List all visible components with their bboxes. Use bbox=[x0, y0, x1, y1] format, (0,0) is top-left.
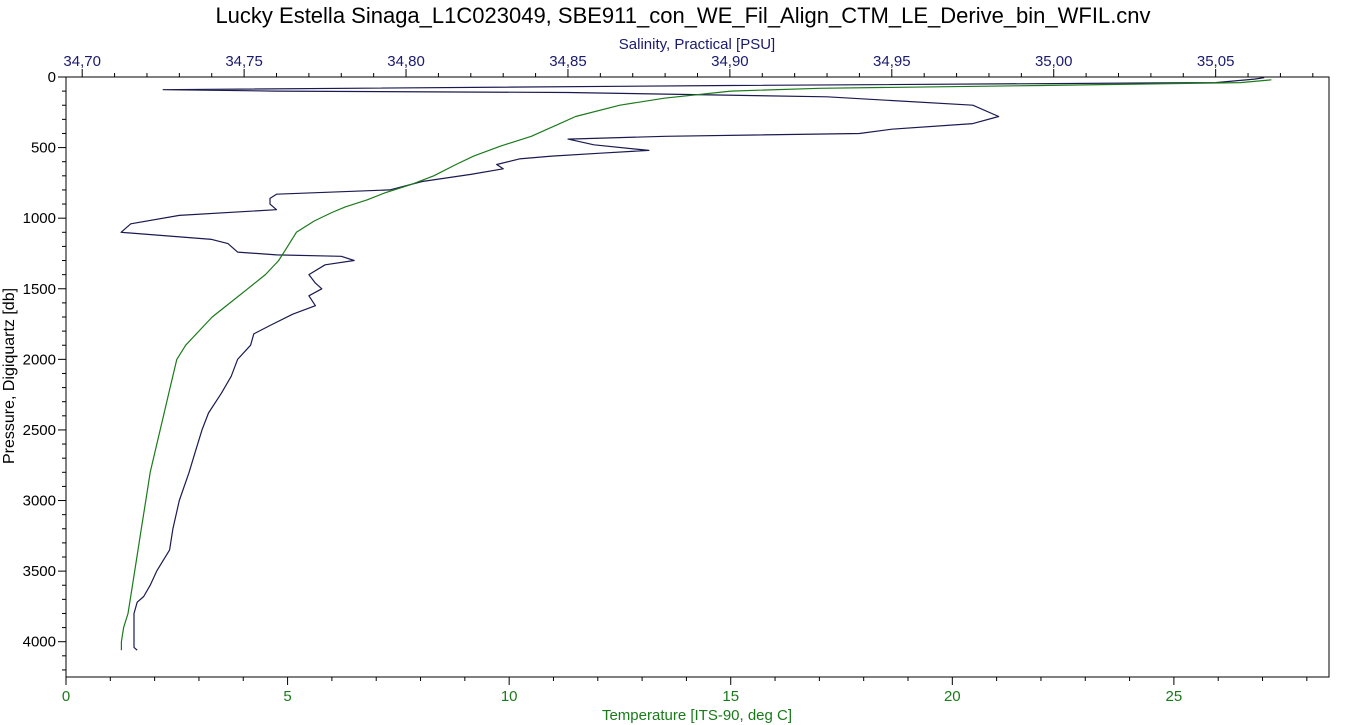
pressure-axis-label: Pressure, Digiquartz [db] bbox=[1, 288, 18, 464]
temperature-axis-label: Temperature [ITS-90, deg C] bbox=[602, 707, 792, 724]
salinity-profile-line bbox=[120, 77, 1265, 651]
salinity-tick-label: 34,95 bbox=[873, 53, 911, 70]
salinity-tick-label: 34,80 bbox=[387, 53, 425, 70]
salinity-tick-label: 34,75 bbox=[225, 53, 263, 70]
temperature-tick-label: 15 bbox=[722, 688, 739, 705]
temperature-tick-label: 20 bbox=[944, 688, 961, 705]
pressure-tick-label: 0 bbox=[48, 69, 56, 86]
pressure-tick-label: 2000 bbox=[23, 351, 56, 368]
pressure-tick-label: 500 bbox=[31, 140, 56, 157]
temperature-tick-label: 10 bbox=[501, 688, 518, 705]
pressure-tick-label: 2500 bbox=[23, 422, 56, 439]
pressure-tick-label: 3000 bbox=[23, 493, 56, 510]
salinity-tick-label: 34,85 bbox=[549, 53, 587, 70]
salinity-tick-label: 34,90 bbox=[711, 53, 749, 70]
pressure-tick-label: 3500 bbox=[23, 563, 56, 580]
temperature-profile-line bbox=[120, 79, 1272, 651]
temperature-tick-label: 0 bbox=[62, 688, 70, 705]
chart-title: Lucky Estella Sinaga_L1C023049, SBE911_c… bbox=[215, 3, 1150, 28]
salinity-tick-label: 35,05 bbox=[1197, 53, 1235, 70]
salinity-axis-label: Salinity, Practical [PSU] bbox=[619, 36, 775, 53]
pressure-tick-label: 1000 bbox=[23, 210, 56, 227]
plot-area-frame bbox=[65, 76, 1330, 678]
salinity-tick-label: 35,00 bbox=[1035, 53, 1073, 70]
pressure-tick-label: 1500 bbox=[23, 281, 56, 298]
pressure-tick-label: 4000 bbox=[23, 634, 56, 651]
salinity-tick-label: 34,70 bbox=[63, 53, 101, 70]
temperature-tick-label: 5 bbox=[283, 688, 291, 705]
temperature-tick-label: 25 bbox=[1166, 688, 1183, 705]
